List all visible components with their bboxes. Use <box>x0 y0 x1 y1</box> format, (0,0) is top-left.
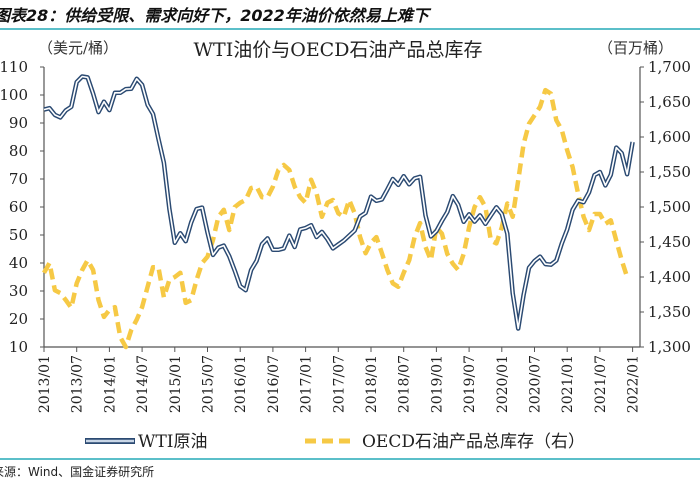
x-tick-label: 2018/07 <box>397 355 413 413</box>
x-tick-label: 2013/07 <box>70 355 86 413</box>
left-axis-unit: （美元/桶） <box>38 39 118 57</box>
left-tick-label: 20 <box>9 310 28 328</box>
right-axis-unit: （百万桶） <box>598 39 673 57</box>
right-tick-label: 1,400 <box>648 268 691 286</box>
left-tick-label: 90 <box>9 114 28 132</box>
x-tick-label: 2019/01 <box>429 355 445 413</box>
left-tick-label: 50 <box>9 226 28 244</box>
x-tick-label: 2015/07 <box>201 355 217 413</box>
right-tick-label: 1,600 <box>648 128 691 146</box>
source-rule <box>0 458 700 460</box>
chart: （美元/桶） WTI油价与OECD石油产品总库存 （百万桶） 110 100 90 8… <box>0 39 691 452</box>
left-tick-label: 40 <box>9 254 28 272</box>
right-tick-label: 1,350 <box>648 303 691 321</box>
x-tick-label: 2018/01 <box>364 355 380 413</box>
left-tick-label: 30 <box>9 282 28 300</box>
x-tick-label: 2015/01 <box>168 355 184 413</box>
legend-item-oecd: OECD石油产品总库存（右） <box>305 432 585 452</box>
right-tick-label: 1,500 <box>648 198 691 216</box>
series-lines <box>42 74 635 350</box>
figure-title: 图表28：供给受限、需求向好下，2022年油价依然易上难下 <box>0 6 429 25</box>
right-tick-label: 1,550 <box>648 163 691 181</box>
legend: WTI原油 OECD石油产品总库存（右） <box>85 432 585 452</box>
x-tick-label: 2022/01 <box>626 355 642 413</box>
x-tick-label: 2017/01 <box>299 355 315 413</box>
x-tick-label: 2020/07 <box>528 355 544 413</box>
x-tick-label: 2021/01 <box>560 355 576 413</box>
x-tick-label: 2016/01 <box>233 355 249 413</box>
x-tick-label: 2013/01 <box>37 355 53 413</box>
right-tick-label: 1,650 <box>648 93 691 111</box>
legend-label-wti: WTI原油 <box>138 432 208 452</box>
left-tick-label: 110 <box>0 58 28 76</box>
right-tick-label: 1,700 <box>648 58 691 76</box>
x-tick-label: 2019/07 <box>462 355 478 413</box>
left-tick-label: 80 <box>9 142 28 160</box>
oecd-inventory-line <box>42 87 630 350</box>
x-tick-label: 2017/07 <box>331 355 347 413</box>
title-rule <box>0 28 700 30</box>
right-tick-label: 1,450 <box>648 233 691 251</box>
axes: 110 100 90 80 70 60 50 40 30 20 10 1,700 1,650 1,600 1… <box>0 58 691 413</box>
legend-item-wti: WTI原油 <box>85 432 208 452</box>
wti-line-inner <box>43 75 634 330</box>
x-tick-label: 2021/07 <box>593 355 609 413</box>
x-tick-label: 2014/07 <box>135 355 151 413</box>
left-tick-label: 100 <box>0 86 28 104</box>
left-tick-label: 70 <box>9 170 28 188</box>
x-tick-label: 2020/01 <box>495 355 511 413</box>
left-tick-label: 10 <box>9 338 28 356</box>
x-tick-label: 2016/07 <box>266 355 282 413</box>
right-tick-label: 1,300 <box>648 338 691 356</box>
source-note: 来源：Wind、国金证券研究所 <box>0 465 155 479</box>
chart-title: WTI油价与OECD石油产品总库存 <box>194 39 483 61</box>
left-tick-label: 60 <box>9 198 28 216</box>
wti-line-outer <box>43 74 635 331</box>
x-tick-label: 2014/01 <box>102 355 118 413</box>
legend-label-oecd: OECD石油产品总库存（右） <box>362 432 585 452</box>
